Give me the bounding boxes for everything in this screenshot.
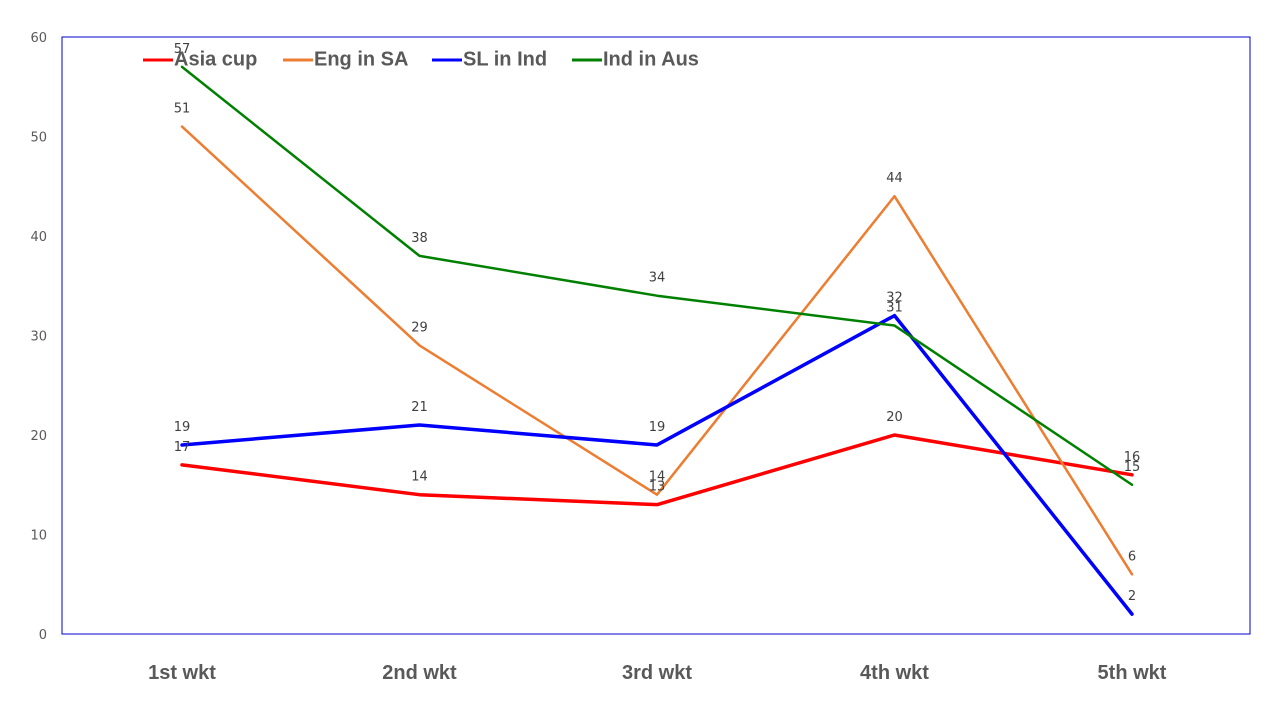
y-axis-ticks: 0 10 20 30 40 50 60 (30, 31, 47, 643)
series-line (180, 433, 1134, 507)
series-lines (180, 65, 1134, 616)
x-tick-label: 4th wkt (860, 662, 929, 684)
data-label: 17 (174, 440, 191, 455)
data-label: 57 (174, 42, 191, 57)
data-label: 19 (174, 420, 191, 435)
y-tick-label: 30 (30, 330, 47, 345)
series-line (180, 313, 1134, 616)
data-label: 44 (886, 171, 903, 186)
y-tick-label: 40 (30, 230, 47, 245)
data-label: 14 (649, 470, 666, 485)
legend-label: Asia cup (174, 48, 257, 70)
data-label: 21 (411, 400, 428, 415)
x-tick-label: 3rd wkt (622, 662, 692, 684)
x-tick-label: 2nd wkt (382, 662, 457, 684)
legend-label: SL in Ind (463, 48, 547, 70)
data-label: 13 (649, 480, 666, 495)
y-tick-label: 50 (30, 131, 47, 146)
data-label: 6 (1128, 549, 1136, 564)
series-line (180, 65, 1134, 486)
data-label: 34 (649, 271, 666, 286)
series-line (180, 125, 1134, 576)
y-tick-label: 10 (30, 529, 47, 544)
legend-label: Ind in Aus (603, 48, 699, 70)
data-label: 51 (174, 102, 191, 117)
legend: Asia cup Eng in SA SL in Ind Ind in Aus (143, 48, 699, 70)
data-label: 38 (411, 231, 428, 246)
x-axis-ticks: 1st wkt 2nd wkt 3rd wkt 4th wkt 5th wkt (148, 662, 1167, 684)
data-label: 19 (649, 420, 666, 435)
data-label: 32 (886, 291, 903, 306)
data-label: 14 (411, 470, 428, 485)
y-tick-label: 0 (39, 628, 47, 643)
plot-area (61, 36, 1251, 635)
legend-label: Eng in SA (314, 48, 408, 70)
y-tick-label: 60 (30, 31, 47, 46)
data-label: 2 (1128, 589, 1136, 604)
data-label: 16 (1124, 450, 1141, 465)
data-label: 20 (886, 410, 903, 425)
data-label: 29 (411, 320, 428, 335)
x-tick-label: 1st wkt (148, 662, 216, 684)
x-tick-label: 5th wkt (1098, 662, 1167, 684)
data-label: 31 (886, 301, 903, 316)
data-label: 15 (1124, 460, 1141, 475)
y-tick-label: 20 (30, 429, 47, 444)
